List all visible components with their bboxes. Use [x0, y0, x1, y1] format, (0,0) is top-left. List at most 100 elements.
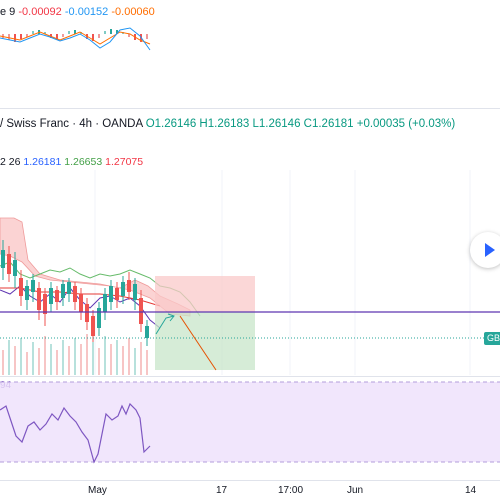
projection-down-line[interactable] [179, 315, 217, 371]
candle [121, 282, 125, 296]
take-profit-zone[interactable] [155, 312, 255, 370]
candle [127, 280, 131, 292]
volume-bar [86, 334, 88, 375]
ichimoku-value-3: 1.27075 [105, 156, 144, 168]
volume-bars [2, 334, 148, 375]
play-icon [485, 243, 495, 257]
macd-bar [44, 32, 46, 34]
macd-bar [98, 34, 100, 38]
candle [85, 304, 89, 322]
volume-bar [68, 346, 70, 375]
volume-bar [116, 340, 118, 375]
macd-bar [62, 34, 64, 37]
candle [19, 278, 23, 296]
time-axis-label: 14 [465, 485, 477, 496]
time-axis-label: 17 [216, 485, 228, 496]
macd-label: e 9 [0, 6, 16, 18]
volume-bar [2, 350, 4, 375]
volume-bar [98, 348, 100, 375]
grid [94, 170, 471, 375]
volume-bar [74, 338, 76, 375]
signal-line [0, 27, 151, 51]
ichimoku-params: 2 26 [0, 156, 21, 168]
candle [139, 298, 143, 324]
candle [61, 284, 65, 298]
pane-separator [0, 376, 500, 377]
replay-button[interactable] [470, 232, 500, 268]
time-axis-label: 17:00 [278, 485, 304, 496]
macd-bar [146, 34, 148, 39]
candle [1, 250, 5, 268]
volume-bar [8, 340, 10, 375]
projection-up-arrow-head [167, 313, 175, 322]
macd-bar [116, 30, 118, 34]
rsi-line [0, 402, 151, 464]
macd-bar [128, 34, 130, 37]
volume-bar [14, 346, 16, 375]
candle [109, 286, 113, 302]
volume-bar [26, 352, 28, 375]
volume-bar [56, 350, 58, 375]
candle [73, 286, 77, 302]
candle [55, 290, 59, 302]
price-label-tag: GB [484, 332, 500, 345]
candle [145, 326, 149, 338]
macd-bar [56, 34, 58, 40]
volume-bar [62, 340, 64, 375]
time-axis[interactable]: May 17 17:00 Jun 14 [0, 482, 500, 500]
ohlc-values: O1.26146 H1.26183 L1.26146 C1.26181 +0.0… [145, 118, 456, 130]
projection-up-arrow[interactable] [155, 315, 175, 335]
macd-pane [0, 27, 151, 51]
candle [25, 286, 29, 300]
ichimoku-value-1: 1.26181 [23, 156, 62, 168]
rsi-band [0, 382, 500, 462]
candle [67, 282, 71, 294]
volume-bar [44, 336, 46, 375]
time-axis-label: May [88, 485, 107, 496]
volume-bar [80, 344, 82, 375]
volume-bar [128, 338, 130, 375]
macd-value-2: -0.00152 [64, 6, 109, 18]
candle [13, 260, 17, 276]
rsi-pane [0, 381, 500, 464]
pane-separator [0, 480, 500, 481]
volume-bar [50, 344, 52, 375]
macd-bar [110, 29, 112, 34]
macd-bar [92, 34, 94, 41]
ichimoku-legend: 2 26 1.26181 1.26653 1.27075 [0, 156, 143, 168]
stop-loss-zone[interactable] [155, 276, 255, 312]
macd-value-1: -0.00092 [18, 6, 62, 18]
candle [133, 284, 137, 300]
volume-bar [92, 342, 94, 375]
candle [7, 254, 11, 274]
candles [1, 240, 149, 346]
macd-bar [2, 34, 4, 38]
symbol-title[interactable]: / Swiss Franc · 4h · OANDA [0, 118, 143, 130]
macd-bar [32, 31, 34, 34]
volume-bar [20, 338, 22, 375]
macd-bar [14, 34, 16, 42]
macd-line [0, 31, 151, 45]
ichimoku-value-2: 1.26653 [64, 156, 103, 168]
macd-bar [26, 34, 28, 37]
volume-bar [38, 348, 40, 375]
macd-bar [74, 30, 76, 34]
volume-bar [134, 348, 136, 375]
candle [49, 288, 53, 304]
macd-bar [20, 34, 22, 39]
macd-legend: e 9 -0.00092 -0.00152 -0.00060 [0, 6, 155, 18]
macd-value-3: -0.00060 [111, 6, 155, 18]
macd-bar [8, 34, 10, 40]
candle [97, 308, 101, 328]
volume-bar [122, 346, 124, 375]
time-axis-label: Jun [347, 485, 364, 496]
volume-bar [32, 342, 34, 375]
price-pane [0, 170, 500, 375]
candle [37, 288, 41, 310]
candle [79, 294, 83, 312]
symbol-header: / Swiss Franc · 4h · OANDA O1.26146 H1.2… [0, 118, 455, 130]
pane-separator [0, 108, 500, 109]
candle [103, 294, 107, 312]
candle [31, 280, 35, 292]
volume-bar [140, 342, 142, 375]
